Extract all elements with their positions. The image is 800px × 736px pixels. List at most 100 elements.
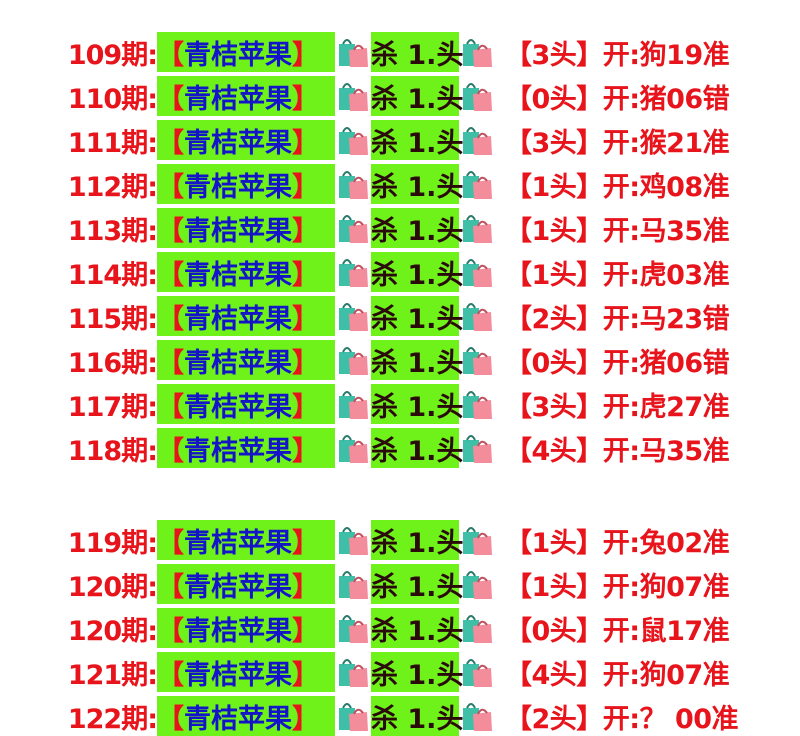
row: 119期: 【青桔苹果】 杀 1.头 【1头】开:兔02准 bbox=[0, 520, 730, 560]
tag-text: 青桔苹果 bbox=[184, 435, 292, 467]
bracket: 】 bbox=[292, 435, 319, 467]
result: 【4头】开:马35准 bbox=[505, 435, 730, 467]
tag-text: 青桔苹果 bbox=[184, 659, 292, 691]
tag-text: 青桔苹果 bbox=[184, 39, 292, 71]
bracket: 】 bbox=[292, 171, 319, 203]
bag-icon bbox=[339, 171, 368, 199]
tag-box: 【青桔苹果】 bbox=[157, 696, 335, 736]
period: 120期: bbox=[67, 571, 158, 603]
bag-icon bbox=[463, 83, 492, 111]
bag-icon bbox=[339, 659, 368, 687]
bag-icon bbox=[463, 127, 492, 155]
bracket: 】 bbox=[292, 659, 319, 691]
tag-box: 【青桔苹果】 bbox=[157, 32, 335, 72]
tag-box: 【青桔苹果】 bbox=[157, 608, 335, 648]
result: 【2头】开:？ 00准 bbox=[505, 703, 739, 735]
row: 118期: 【青桔苹果】 杀 1.头 【4头】开:马35准 bbox=[0, 428, 730, 468]
bag-icon bbox=[339, 83, 368, 111]
bracket: 】 bbox=[292, 571, 319, 603]
period: 115期: bbox=[67, 303, 158, 335]
kill-box: 杀 1.头 bbox=[371, 296, 463, 336]
tag-text: 青桔苹果 bbox=[184, 615, 292, 647]
bag-icon bbox=[463, 703, 492, 731]
kill-box: 杀 1.头 bbox=[371, 428, 463, 468]
bag-icon bbox=[339, 703, 368, 731]
result: 【1头】开:鸡08准 bbox=[505, 171, 730, 203]
row: 122期: 【青桔苹果】 杀 1.头 【2头】开:？ 00准 bbox=[0, 696, 739, 736]
bracket: 】 bbox=[292, 303, 319, 335]
result: 【0头】开:猪06错 bbox=[505, 83, 730, 115]
row: 114期: 【青桔苹果】 杀 1.头 【1头】开:虎03准 bbox=[0, 252, 730, 292]
kill-box: 杀 1.头 bbox=[371, 32, 463, 72]
row: 120期: 【青桔苹果】 杀 1.头 【1头】开:狗07准 bbox=[0, 564, 730, 604]
tag-text: 青桔苹果 bbox=[184, 571, 292, 603]
bracket: 】 bbox=[292, 527, 319, 559]
bracket: 】 bbox=[292, 347, 319, 379]
kill-box: 杀 1.头 bbox=[371, 520, 463, 560]
result: 【3头】开:猴21准 bbox=[505, 127, 730, 159]
tag-text: 青桔苹果 bbox=[184, 215, 292, 247]
result: 【4头】开:狗07准 bbox=[505, 659, 730, 691]
result: 【1头】开:马35准 bbox=[505, 215, 730, 247]
tag-box: 【青桔苹果】 bbox=[157, 652, 335, 692]
bag-icon bbox=[463, 39, 492, 67]
bag-icon bbox=[339, 615, 368, 643]
bracket: 】 bbox=[292, 83, 319, 115]
result: 【2头】开:马23错 bbox=[505, 303, 730, 335]
result: 【3头】开:狗19准 bbox=[505, 39, 730, 71]
period: 110期: bbox=[67, 83, 158, 115]
bracket: 【 bbox=[157, 703, 184, 735]
tag-text: 青桔苹果 bbox=[184, 259, 292, 291]
tag-box: 【青桔苹果】 bbox=[157, 76, 335, 116]
bracket: 【 bbox=[157, 215, 184, 247]
bracket: 】 bbox=[292, 259, 319, 291]
bag-icon bbox=[463, 527, 492, 555]
tag-text: 青桔苹果 bbox=[184, 703, 292, 735]
period: 109期: bbox=[67, 39, 158, 71]
row: 116期: 【青桔苹果】 杀 1.头 【0头】开:猪06错 bbox=[0, 340, 730, 380]
period: 118期: bbox=[67, 435, 158, 467]
tag-text: 青桔苹果 bbox=[184, 127, 292, 159]
bracket: 【 bbox=[157, 127, 184, 159]
tag-box: 【青桔苹果】 bbox=[157, 520, 335, 560]
bag-icon bbox=[463, 171, 492, 199]
kill-box: 杀 1.头 bbox=[371, 564, 463, 604]
row: 113期: 【青桔苹果】 杀 1.头 【1头】开:马35准 bbox=[0, 208, 730, 248]
kill-box: 杀 1.头 bbox=[371, 76, 463, 116]
period: 121期: bbox=[67, 659, 158, 691]
tag-box: 【青桔苹果】 bbox=[157, 564, 335, 604]
bracket: 【 bbox=[157, 83, 184, 115]
bracket: 【 bbox=[157, 391, 184, 423]
bracket: 【 bbox=[157, 171, 184, 203]
bracket: 】 bbox=[292, 703, 319, 735]
bag-icon bbox=[339, 303, 368, 331]
result: 【1头】开:兔02准 bbox=[505, 527, 730, 559]
tag-box: 【青桔苹果】 bbox=[157, 296, 335, 336]
bracket: 【 bbox=[157, 303, 184, 335]
kill-box: 杀 1.头 bbox=[371, 384, 463, 424]
period: 111期: bbox=[67, 127, 158, 159]
tag-text: 青桔苹果 bbox=[184, 171, 292, 203]
bag-icon bbox=[339, 571, 368, 599]
bag-icon bbox=[339, 527, 368, 555]
bag-icon bbox=[339, 347, 368, 375]
row: 115期: 【青桔苹果】 杀 1.头 【2头】开:马23错 bbox=[0, 296, 730, 336]
kill-box: 杀 1.头 bbox=[371, 340, 463, 380]
kill-box: 杀 1.头 bbox=[371, 120, 463, 160]
bag-icon bbox=[463, 303, 492, 331]
result: 【0头】开:鼠17准 bbox=[505, 615, 730, 647]
bag-icon bbox=[339, 127, 368, 155]
bag-icon bbox=[463, 391, 492, 419]
bag-icon bbox=[463, 215, 492, 243]
row: 120期: 【青桔苹果】 杀 1.头 【0头】开:鼠17准 bbox=[0, 608, 730, 648]
period: 116期: bbox=[67, 347, 158, 379]
bracket: 】 bbox=[292, 127, 319, 159]
period: 112期: bbox=[67, 171, 158, 203]
tag-text: 青桔苹果 bbox=[184, 347, 292, 379]
bracket: 】 bbox=[292, 615, 319, 647]
bracket: 】 bbox=[292, 215, 319, 247]
bag-icon bbox=[463, 659, 492, 687]
tag-text: 青桔苹果 bbox=[184, 527, 292, 559]
bracket: 【 bbox=[157, 527, 184, 559]
